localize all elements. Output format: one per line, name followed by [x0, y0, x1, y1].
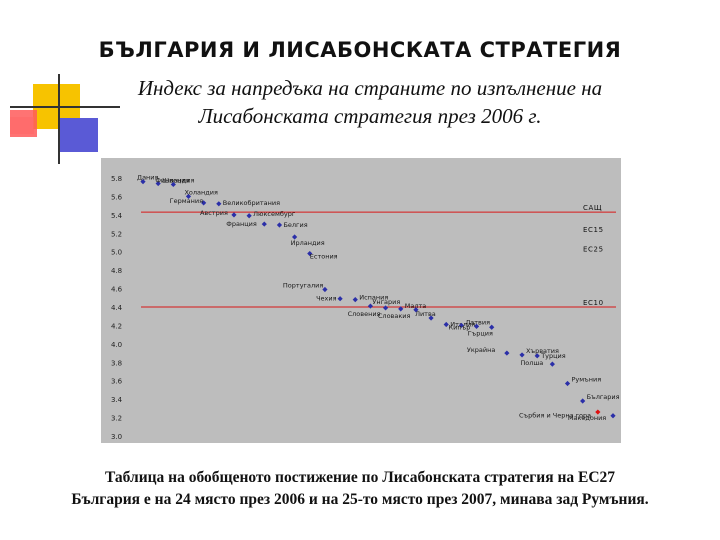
- data-point: [261, 221, 267, 227]
- y-tick-label: 4.0: [111, 341, 122, 349]
- y-tick-label: 3.4: [111, 396, 123, 404]
- data-point: [337, 296, 343, 302]
- data-label: Сърбия и Черна гора: [519, 412, 591, 420]
- data-label: Дания: [137, 174, 159, 182]
- chart-panel: 5.8 5.6 5.4 5.2 5.0 4.8 4.6 4.4 4.2 4.0 3.8 3.6 3.4 3…: [101, 158, 621, 443]
- data-label: Унгария: [372, 298, 400, 306]
- reference-line-label: САЩ: [583, 204, 602, 212]
- subtitle-line-1: Индекс за напредъка на страните по изпъл…: [137, 76, 603, 100]
- data-label: Румъния: [572, 375, 602, 383]
- data-label: Испания: [359, 294, 388, 302]
- y-tick-label: 5.2: [111, 230, 122, 238]
- data-label: Финландия: [155, 176, 194, 184]
- data-point: [231, 212, 237, 218]
- y-tick-label: 5.6: [111, 193, 123, 201]
- caption-line-1: Таблица на обобщеното постижение по Лиса…: [104, 469, 616, 486]
- data-point: [443, 321, 449, 328]
- y-tick-label: 4.4: [111, 304, 123, 312]
- data-label: Белгия: [283, 221, 307, 229]
- reference-line-label: ЕС25: [583, 246, 604, 254]
- data-label: Германия: [170, 197, 203, 205]
- reference-line-label: ЕС10: [583, 299, 604, 307]
- y-tick-label: 3.6: [111, 378, 123, 386]
- data-point: [276, 222, 283, 228]
- data-point: [610, 413, 616, 419]
- data-point: [382, 305, 389, 311]
- data-label: Литва: [415, 310, 436, 318]
- y-tick-label: 3.0: [111, 433, 122, 441]
- caption-line-2: България е на 24 място през 2006 и на 25…: [71, 491, 649, 508]
- data-label: Австрия: [200, 209, 228, 217]
- data-label: Малта: [405, 302, 427, 310]
- data-point: [413, 307, 419, 313]
- data-point: [216, 201, 222, 207]
- decor-vertical-line: [58, 74, 60, 164]
- y-tick-label: 4.8: [111, 267, 122, 275]
- data-label: Холандия: [184, 188, 218, 196]
- data-label: Швеция: [162, 177, 189, 185]
- data-point: [504, 350, 510, 356]
- data-point: [140, 179, 146, 185]
- subtitle-line-2: Лисабонската стратегия през 2006 г.: [198, 104, 542, 128]
- y-tick-label: 3.8: [111, 359, 122, 367]
- data-label: Гърция: [468, 329, 493, 337]
- y-tick-label: 5.4: [111, 212, 123, 220]
- data-point: [201, 200, 207, 206]
- data-label: Македония: [568, 414, 606, 422]
- data-label: Турция: [540, 352, 566, 360]
- reference-line-label: ЕС15: [583, 226, 604, 234]
- data-label: Словения: [348, 310, 381, 318]
- data-point: [580, 398, 586, 404]
- data-point: [170, 181, 176, 188]
- data-point: [489, 324, 495, 330]
- data-label: Франция: [226, 220, 257, 228]
- data-label: Кипър: [449, 323, 471, 331]
- data-label: Ирландия: [291, 239, 325, 247]
- data-label: Латвия: [465, 318, 490, 326]
- decor-blue-square: [60, 118, 98, 152]
- y-tick-label: 5.0: [111, 249, 122, 257]
- decor-red-square: [10, 110, 37, 137]
- data-point: [292, 234, 298, 240]
- data-label: Чехия: [316, 295, 337, 303]
- y-tick-label: 4.6: [111, 286, 123, 294]
- page-title: БЪЛГАРИЯ И ЛИСАБОНСКАТА СТРАТЕГИЯ: [98, 38, 622, 62]
- data-label: Полша: [520, 359, 543, 367]
- data-label: Естония: [310, 253, 338, 261]
- caption: Таблица на обобщеното постижение по Лиса…: [0, 467, 720, 511]
- y-tick-label: 4.2: [111, 322, 122, 330]
- data-point: [246, 213, 252, 219]
- y-tick-label: 3.2: [111, 415, 122, 423]
- data-point: [519, 352, 525, 358]
- data-point: [534, 353, 540, 359]
- scatter-chart: 5.8 5.6 5.4 5.2 5.0 4.8 4.6 4.4 4.2 4.0 3.8 3.6 3.4 3…: [111, 174, 620, 441]
- data-label: Словакия: [378, 312, 411, 320]
- data-label: Хърватия: [526, 347, 559, 355]
- data-point: [549, 361, 555, 367]
- data-label: България: [587, 393, 620, 401]
- data-point: [155, 180, 161, 187]
- data-point: [352, 297, 358, 303]
- data-label: Португалия: [283, 281, 323, 289]
- chart-subtitle: Индекс за напредъка на страните по изпъл…: [90, 74, 650, 130]
- decor-horizontal-line: [10, 106, 120, 108]
- data-label: Украйна: [467, 346, 495, 354]
- y-tick-label: 5.8: [111, 175, 122, 183]
- highlight-data-point: [595, 409, 601, 415]
- data-label: Великобритания: [223, 199, 280, 207]
- data-label: Люксембург: [253, 210, 296, 218]
- data-point: [564, 380, 571, 387]
- data-point: [322, 286, 328, 293]
